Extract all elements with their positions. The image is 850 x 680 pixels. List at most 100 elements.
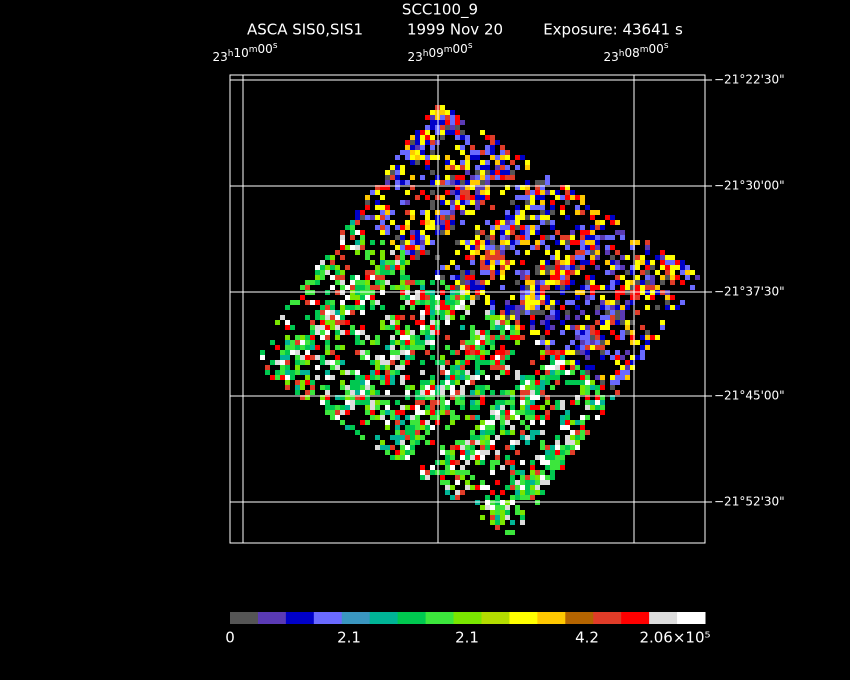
map-pixel — [315, 310, 320, 315]
map-pixel — [610, 320, 615, 325]
map-pixel — [535, 340, 540, 345]
map-pixel — [280, 365, 285, 370]
map-pixel — [515, 505, 520, 510]
map-pixel — [505, 260, 510, 265]
map-pixel — [330, 305, 335, 310]
map-pixel — [440, 400, 445, 405]
map-pixel — [595, 225, 600, 230]
map-pixel — [425, 220, 430, 225]
map-pixel — [580, 345, 585, 350]
map-pixel — [500, 345, 505, 350]
map-pixel — [610, 300, 615, 305]
map-pixel — [540, 215, 545, 220]
map-pixel — [660, 320, 665, 325]
map-pixel — [510, 245, 515, 250]
map-pixel — [490, 430, 495, 435]
map-pixel — [295, 335, 300, 340]
map-pixel — [620, 310, 625, 315]
map-pixel — [390, 380, 395, 385]
map-pixel — [450, 260, 455, 265]
map-pixel — [480, 440, 485, 445]
map-pixel — [440, 370, 445, 375]
map-pixel — [515, 330, 520, 335]
map-pixel — [585, 430, 590, 435]
map-pixel — [585, 325, 590, 330]
map-pixel — [515, 165, 520, 170]
map-pixel — [500, 390, 505, 395]
map-pixel — [475, 170, 480, 175]
map-pixel — [325, 255, 330, 260]
map-pixel — [400, 245, 405, 250]
map-pixel — [490, 270, 495, 275]
map-pixel — [365, 250, 370, 255]
map-pixel — [530, 315, 535, 320]
map-pixel — [380, 195, 385, 200]
map-pixel — [470, 325, 475, 330]
map-pixel — [390, 375, 395, 380]
map-pixel — [345, 245, 350, 250]
map-pixel — [480, 450, 485, 455]
map-pixel — [605, 270, 610, 275]
map-pixel — [595, 335, 600, 340]
map-pixel — [445, 225, 450, 230]
map-pixel — [505, 455, 510, 460]
map-pixel — [375, 275, 380, 280]
map-pixel — [665, 270, 670, 275]
map-pixel — [515, 205, 520, 210]
map-pixel — [470, 300, 475, 305]
map-pixel — [560, 195, 565, 200]
map-pixel — [575, 365, 580, 370]
map-pixel — [585, 350, 590, 355]
map-pixel — [460, 145, 465, 150]
map-pixel — [330, 285, 335, 290]
map-pixel — [430, 280, 435, 285]
map-pixel — [275, 345, 280, 350]
map-pixel — [550, 325, 555, 330]
map-pixel — [480, 200, 485, 205]
map-pixel — [455, 250, 460, 255]
map-pixel — [355, 285, 360, 290]
map-pixel — [625, 320, 630, 325]
map-pixel — [485, 270, 490, 275]
map-pixel — [490, 235, 495, 240]
map-pixel — [410, 385, 415, 390]
map-pixel — [395, 180, 400, 185]
map-pixel — [465, 165, 470, 170]
map-pixel — [490, 260, 495, 265]
map-pixel — [570, 380, 575, 385]
map-pixel — [520, 380, 525, 385]
map-pixel — [630, 360, 635, 365]
map-pixel — [450, 485, 455, 490]
map-pixel — [425, 130, 430, 135]
map-pixel — [440, 310, 445, 315]
map-pixel — [445, 120, 450, 125]
map-pixel — [395, 155, 400, 160]
map-pixel — [605, 215, 610, 220]
map-pixel — [445, 470, 450, 475]
map-pixel — [500, 335, 505, 340]
map-pixel — [560, 305, 565, 310]
map-pixel — [325, 335, 330, 340]
map-pixel — [585, 250, 590, 255]
map-pixel — [340, 360, 345, 365]
map-pixel — [545, 350, 550, 355]
map-pixel — [425, 340, 430, 345]
map-pixel — [390, 170, 395, 175]
map-pixel — [365, 385, 370, 390]
map-pixel — [680, 280, 685, 285]
map-pixel — [455, 395, 460, 400]
map-pixel — [465, 280, 470, 285]
map-pixel — [460, 185, 465, 190]
map-pixel — [385, 375, 390, 380]
map-pixel — [450, 285, 455, 290]
map-pixel — [415, 390, 420, 395]
map-pixel — [460, 270, 465, 275]
map-pixel — [540, 390, 545, 395]
map-pixel — [450, 300, 455, 305]
map-pixel — [615, 265, 620, 270]
map-pixel — [460, 340, 465, 345]
map-pixel — [575, 325, 580, 330]
map-pixel — [515, 470, 520, 475]
map-pixel — [400, 445, 405, 450]
map-pixel — [495, 480, 500, 485]
